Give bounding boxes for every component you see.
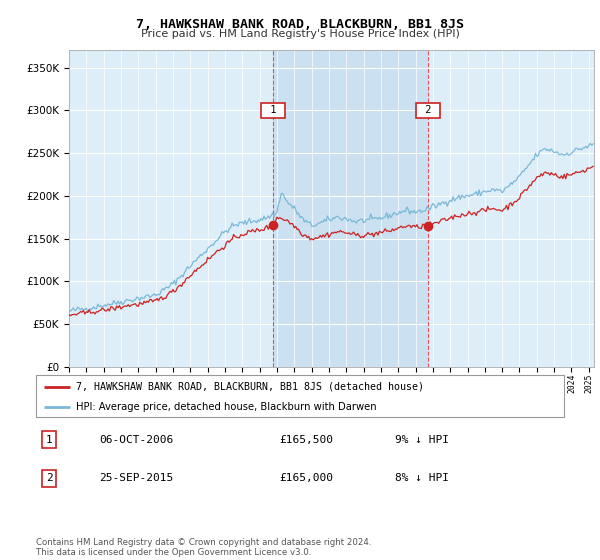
Text: Contains HM Land Registry data © Crown copyright and database right 2024.
This d: Contains HM Land Registry data © Crown c… [36,538,371,557]
Text: HPI: Average price, detached house, Blackburn with Darwen: HPI: Average price, detached house, Blac… [76,402,376,412]
Bar [273,50,428,367]
Text: 1: 1 [263,105,283,115]
Text: 7, HAWKSHAW BANK ROAD, BLACKBURN, BB1 8JS (detached house): 7, HAWKSHAW BANK ROAD, BLACKBURN, BB1 8J… [76,381,424,391]
Text: Price paid vs. HM Land Registry's House Price Index (HPI): Price paid vs. HM Land Registry's House … [140,29,460,39]
Text: 25-SEP-2015: 25-SEP-2015 [100,473,173,483]
Text: 9% ↓ HPI: 9% ↓ HPI [395,435,449,445]
Text: 8% ↓ HPI: 8% ↓ HPI [395,473,449,483]
FancyBboxPatch shape [36,375,564,417]
Text: 1: 1 [46,435,53,445]
Text: 2: 2 [419,105,437,115]
Text: 06-OCT-2006: 06-OCT-2006 [100,435,173,445]
Text: 7, HAWKSHAW BANK ROAD, BLACKBURN, BB1 8JS: 7, HAWKSHAW BANK ROAD, BLACKBURN, BB1 8J… [136,18,464,31]
Text: £165,500: £165,500 [279,435,333,445]
Text: 2: 2 [46,473,53,483]
Text: £165,000: £165,000 [279,473,333,483]
